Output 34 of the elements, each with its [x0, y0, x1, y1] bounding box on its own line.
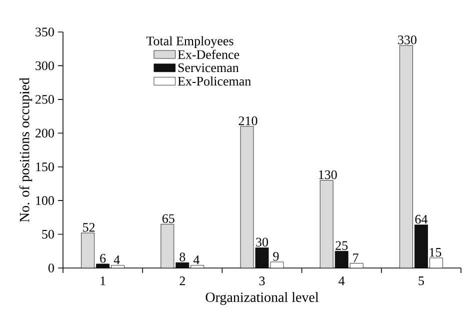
y-tick-label: 300	[36, 61, 54, 70]
y-tick-label: 100	[36, 196, 54, 205]
data-label: 30	[256, 238, 268, 247]
data-label: 25	[336, 241, 348, 250]
x-tick-label: 2	[180, 276, 185, 286]
legend-label: Ex-Policeman	[178, 76, 251, 86]
data-label: 65	[162, 214, 174, 223]
y-tick-label: 200	[36, 128, 54, 138]
data-label: 4	[114, 256, 120, 264]
data-label: 330	[398, 36, 416, 44]
x-tick-label: 5	[418, 276, 424, 286]
data-label: 8	[180, 252, 186, 262]
x-tick-label: 4	[338, 276, 345, 286]
y-axis-title: No. of positions occupied	[19, 78, 32, 222]
x-tick-label: 1	[100, 276, 106, 286]
data-label: 52	[83, 223, 95, 232]
legend-label: Ex-Defence	[178, 50, 240, 59]
data-label: 9	[273, 252, 279, 261]
data-label: 130	[318, 170, 337, 180]
y-tick-label: 150	[36, 162, 54, 172]
y-tick-label: 0	[48, 264, 54, 272]
data-label: 4	[193, 256, 200, 264]
data-label: 7	[353, 254, 358, 262]
data-label: 64	[415, 214, 428, 224]
y-tick-label: 350	[36, 28, 54, 36]
data-label: 15	[430, 248, 442, 257]
legend-label: Serviceman	[178, 63, 239, 72]
x-tick-label: 3	[259, 276, 265, 286]
legend-title: Total Employees	[146, 36, 234, 48]
data-label: 210	[238, 116, 258, 126]
y-tick-label: 250	[36, 95, 54, 104]
x-axis-title: Organizational level	[206, 292, 319, 305]
data-label: 6	[100, 254, 106, 263]
y-tick-label: 50	[42, 230, 54, 239]
